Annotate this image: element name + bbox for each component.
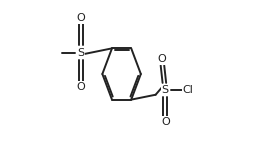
Text: O: O xyxy=(77,13,85,23)
Text: S: S xyxy=(77,48,84,58)
Text: O: O xyxy=(157,54,166,64)
Text: O: O xyxy=(161,117,170,127)
Text: Cl: Cl xyxy=(183,85,194,95)
Text: S: S xyxy=(162,85,169,95)
Text: O: O xyxy=(77,82,85,92)
